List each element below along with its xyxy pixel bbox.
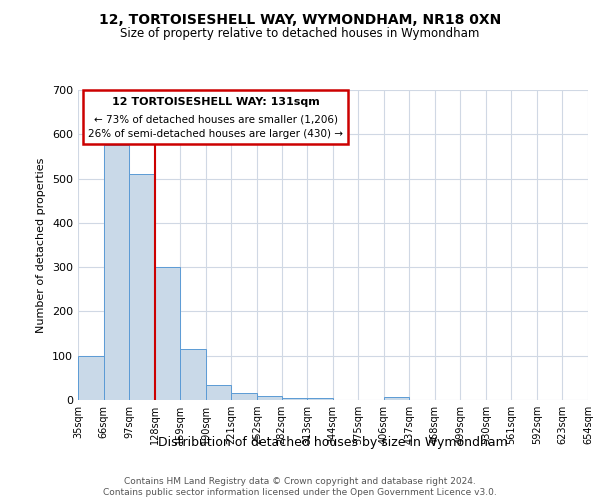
Bar — [257, 396, 281, 400]
Bar — [180, 349, 206, 400]
Bar — [206, 384, 231, 400]
Bar — [383, 397, 409, 400]
Text: ← 73% of detached houses are smaller (1,206): ← 73% of detached houses are smaller (1,… — [94, 115, 338, 125]
Bar — [83, 90, 348, 144]
Text: Contains public sector information licensed under the Open Government Licence v3: Contains public sector information licen… — [103, 488, 497, 497]
Bar — [281, 398, 307, 400]
Y-axis label: Number of detached properties: Number of detached properties — [37, 158, 46, 332]
Text: 12 TORTOISESHELL WAY: 131sqm: 12 TORTOISESHELL WAY: 131sqm — [112, 97, 320, 107]
Text: Contains HM Land Registry data © Crown copyright and database right 2024.: Contains HM Land Registry data © Crown c… — [124, 476, 476, 486]
Text: 12, TORTOISESHELL WAY, WYMONDHAM, NR18 0XN: 12, TORTOISESHELL WAY, WYMONDHAM, NR18 0… — [99, 12, 501, 26]
Bar — [78, 356, 104, 400]
Bar — [104, 146, 129, 400]
Text: 26% of semi-detached houses are larger (430) →: 26% of semi-detached houses are larger (… — [88, 130, 343, 140]
Bar — [155, 267, 180, 400]
Text: Distribution of detached houses by size in Wymondham: Distribution of detached houses by size … — [158, 436, 508, 449]
Bar — [129, 174, 155, 400]
Bar — [307, 398, 332, 400]
Bar — [231, 394, 257, 400]
Text: Size of property relative to detached houses in Wymondham: Size of property relative to detached ho… — [121, 28, 479, 40]
